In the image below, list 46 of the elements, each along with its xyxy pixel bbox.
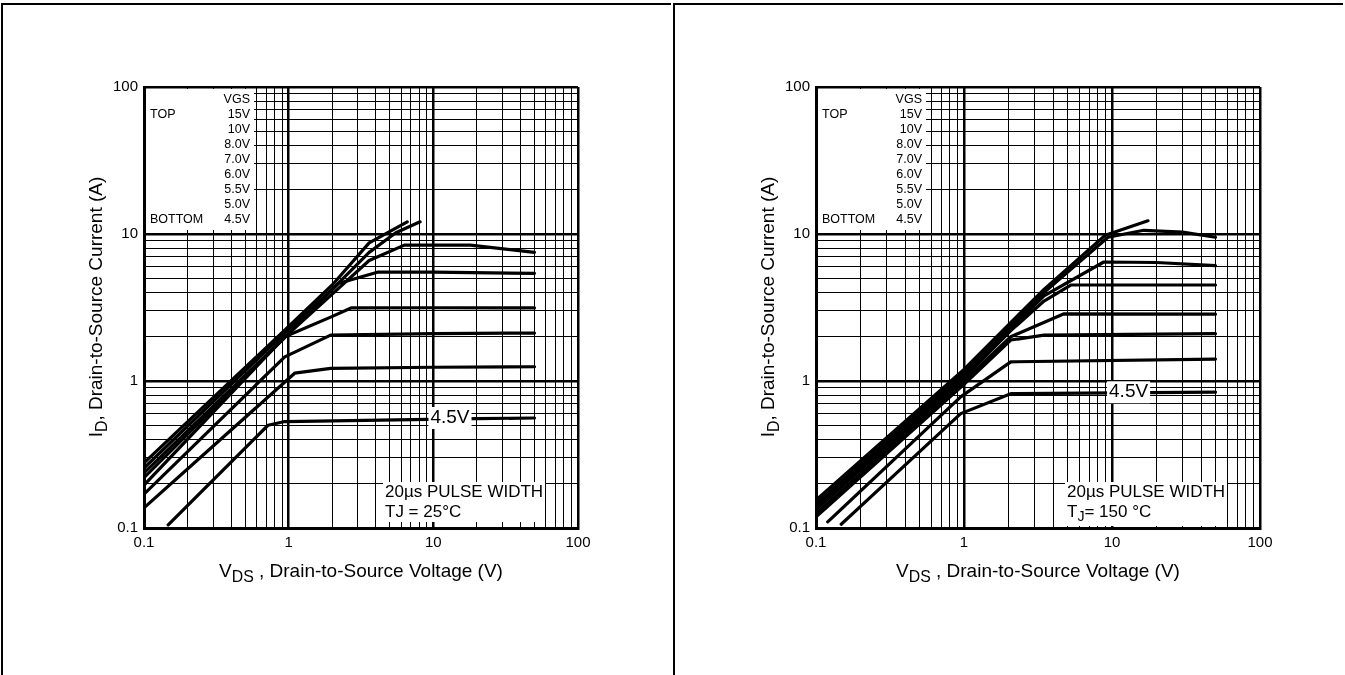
- annotation: 20µs PULSE WIDTH: [1067, 482, 1226, 501]
- x-axis-title: V$_{DS}$ , Drain-to-Source Voltage (V): [896, 560, 1180, 586]
- annotation: BOTTOM: [822, 211, 876, 226]
- x-tick-label: 10: [424, 533, 442, 551]
- y-tick-label: 0.1: [789, 518, 810, 536]
- annotation: 5.0V: [896, 196, 923, 211]
- annotation: 8.0V: [224, 136, 251, 151]
- x-axis-title: V$_{DS}$ , Drain-to-Source Voltage (V): [219, 560, 503, 586]
- y-tick-label: 100: [112, 77, 138, 95]
- annotation: 7.0V: [224, 151, 251, 166]
- annotation: BOTTOM: [150, 211, 204, 226]
- annotation: 4.5V: [896, 211, 923, 226]
- series-label: 4.5V: [1109, 380, 1149, 402]
- annotation: 10V: [899, 121, 923, 136]
- series-label: 4.5V: [430, 406, 470, 428]
- y-tick-label: 100: [784, 77, 810, 95]
- annotation: T$_{J}$= 150 °C: [1067, 502, 1152, 525]
- x-tick-label: 1: [959, 533, 969, 551]
- annotation: 5.5V: [224, 181, 251, 196]
- y-tick-label: 10: [121, 224, 138, 242]
- y-tick-label: 1: [801, 371, 810, 389]
- annotation: 10V: [227, 121, 251, 136]
- x-tick-label: 0.1: [805, 533, 827, 551]
- annotation: 5.0V: [224, 196, 251, 211]
- y-tick-label: 10: [793, 224, 810, 242]
- x-tick-label: 100: [565, 533, 591, 551]
- annotation: 4.5V: [224, 211, 251, 226]
- annotation: 5.5V: [896, 181, 923, 196]
- y-tick-label: 1: [129, 371, 138, 389]
- x-tick-label: 10: [1103, 533, 1121, 551]
- annotation: 6.0V: [224, 166, 251, 181]
- annotation: TOP: [822, 106, 848, 121]
- x-tick-label: 1: [284, 533, 293, 551]
- annotation: 7.0V: [896, 151, 923, 166]
- annotation: TOP: [150, 106, 176, 121]
- annotation: VGS: [223, 91, 250, 106]
- annotation: 8.0V: [896, 136, 923, 151]
- annotation: 20µs PULSE WIDTH: [385, 482, 544, 501]
- annotation: VGS: [895, 91, 922, 106]
- annotation: 6.0V: [896, 166, 923, 181]
- x-tick-label: 0.1: [133, 533, 155, 551]
- annotation: 15V: [899, 106, 923, 121]
- y-tick-label: 0.1: [117, 518, 138, 536]
- annotation: TJ = 25°C: [385, 502, 462, 521]
- x-tick-label: 100: [1247, 533, 1273, 551]
- annotation: 15V: [227, 106, 251, 121]
